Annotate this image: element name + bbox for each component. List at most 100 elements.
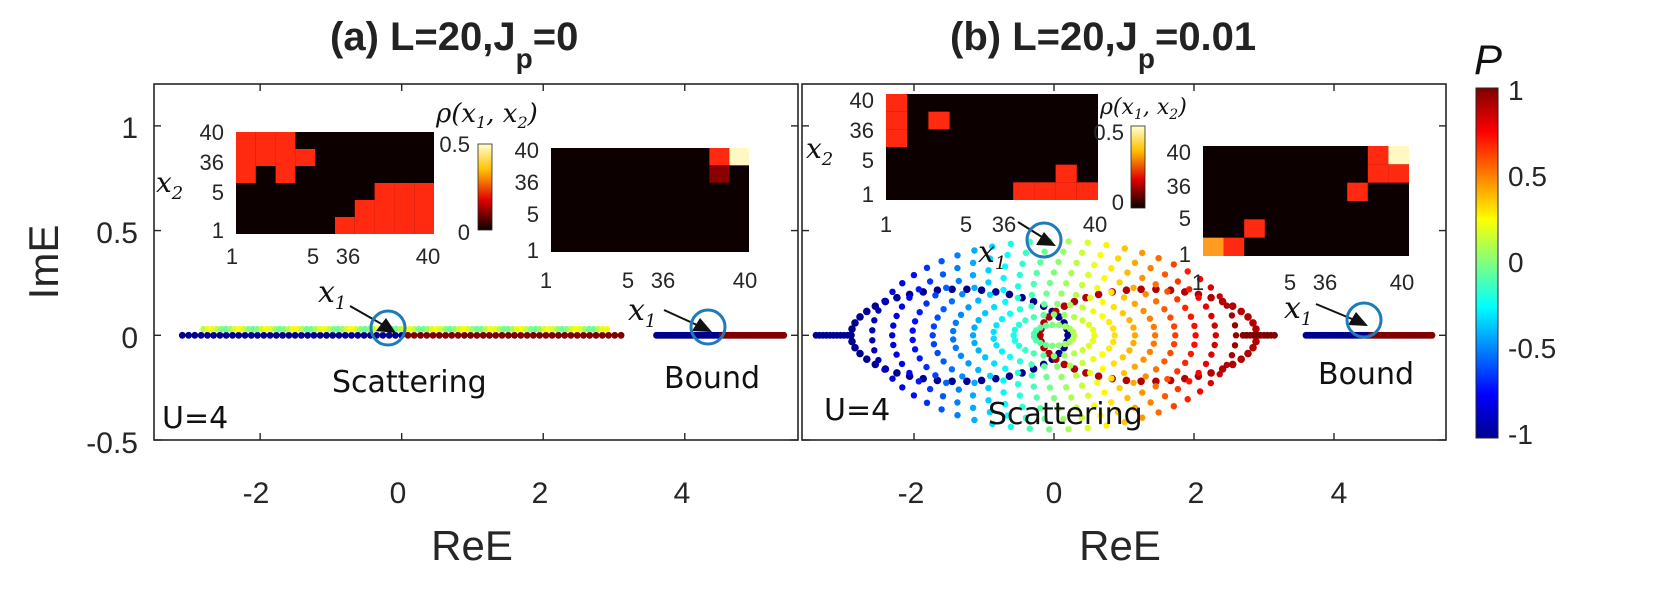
data-point [1099,351,1106,358]
data-point [1055,342,1063,349]
data-point [361,325,369,333]
data-point [991,303,998,311]
data-point [491,325,499,333]
data-point [312,325,319,333]
data-point [1139,274,1146,282]
data-point [1108,265,1115,272]
data-point [959,291,966,298]
data-point [938,258,945,265]
data-point [998,315,1006,323]
inset-b2-ytick-5: 5 [1179,206,1191,231]
colorbar-tick-neg0.5: -0.5 [1508,333,1556,364]
data-point [1063,280,1070,287]
data-point [509,325,516,333]
inset-b1-cells [886,94,1098,200]
data-point [986,409,994,416]
inset-a2-ytick-1: 1 [527,238,539,263]
data-point [1139,414,1146,421]
inset-b1-xtick-1: 1 [880,212,892,237]
data-point [1002,365,1009,372]
main-colorbar-bar [1475,87,1499,439]
data-point [950,327,957,335]
data-point [1050,353,1058,360]
data-point [871,347,878,354]
data-point [236,325,243,333]
inset-b2-ytick-40: 40 [1167,140,1191,165]
data-point [1131,300,1139,307]
data-point [943,284,950,291]
data-point [1231,342,1239,349]
inset-b1-ytick-5: 5 [862,148,874,173]
data-point [563,325,570,333]
data-point [1065,426,1072,433]
data-point [1124,269,1131,276]
data-point [1103,241,1110,249]
data-point [933,286,942,295]
heatmap-cell [928,111,950,130]
data-point [1090,308,1097,315]
data-point [998,348,1006,355]
data-point [1146,348,1154,356]
data-point [1065,238,1072,245]
data-point [1094,372,1103,381]
data-point [1237,307,1245,316]
data-point [585,325,593,333]
data-point [943,379,950,386]
data-point [433,325,440,333]
data-point [1094,284,1101,292]
panel-b-title: (b) L=20,Jp=0.01 [950,15,1256,74]
data-point [276,325,283,333]
data-point [1005,372,1014,381]
data-point [971,324,978,331]
data-point [993,322,1000,329]
data-point [1099,298,1106,306]
data-point [969,259,977,266]
data-point [1184,396,1191,403]
data-point [1122,376,1131,385]
data-point [1041,301,1048,308]
panel-b-arrow-scattering [1017,221,1063,259]
data-point [1170,341,1178,348]
data-point [1152,377,1160,386]
data-point [955,277,962,285]
heatmap-cell [394,183,415,200]
data-point [1007,423,1014,430]
data-point [1252,337,1260,346]
data-point [1037,339,1044,347]
x-tick-b-2: 2 [1188,477,1205,510]
data-point [899,384,906,391]
inset-a2-cells [709,148,749,183]
data-point [893,369,901,377]
data-point [990,335,997,342]
data-point [1211,322,1218,329]
data-point [429,331,437,339]
data-point [227,325,234,333]
inset-b2-xtick-36: 36 [1313,270,1337,295]
data-point [890,322,897,329]
data-point [1186,378,1193,385]
data-point [360,331,368,339]
data-point [598,331,606,339]
data-point [1022,414,1030,421]
heatmap-cell [354,200,375,217]
data-point [1046,384,1054,391]
data-point [1036,331,1044,340]
inset-a1-xtick-1: 1 [226,244,238,269]
data-point [1011,326,1019,334]
data-point [1110,303,1118,311]
data-point [930,341,938,348]
data-point [1151,332,1159,339]
data-point [467,331,474,339]
data-point [1101,389,1108,396]
data-point [290,325,297,333]
data-point [957,352,965,359]
data-point [298,325,306,333]
data-point [851,319,859,327]
data-point [461,331,468,339]
data-point [851,343,859,352]
data-point [1079,304,1086,311]
data-point [1000,286,1007,294]
inset-b-rho-colorbar [1130,125,1146,209]
data-point [1022,346,1029,354]
panel-b-arrow-bound [1315,301,1383,339]
